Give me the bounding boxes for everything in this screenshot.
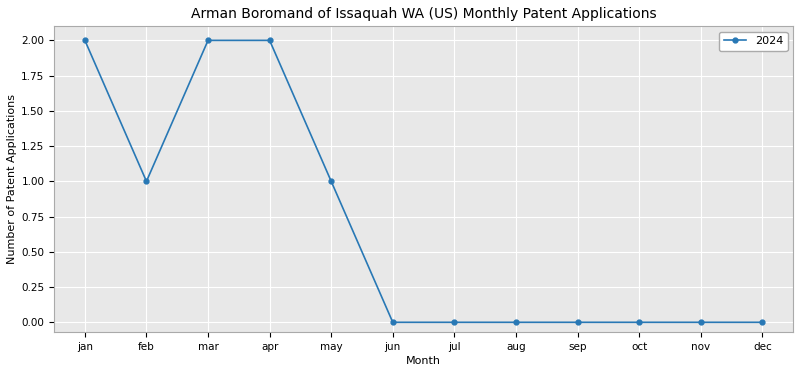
2024: [80, 38, 90, 43]
2024: [573, 320, 582, 325]
2024: [511, 320, 521, 325]
Y-axis label: Number of Patent Applications: Number of Patent Applications: [7, 94, 17, 264]
2024: [326, 179, 336, 184]
Legend: 2024: 2024: [719, 32, 787, 51]
2024: [388, 320, 398, 325]
Title: Arman Boromand of Issaquah WA (US) Monthly Patent Applications: Arman Boromand of Issaquah WA (US) Month…: [190, 7, 656, 21]
2024: [203, 38, 213, 43]
2024: [450, 320, 459, 325]
2024: [696, 320, 706, 325]
X-axis label: Month: Month: [406, 356, 441, 366]
2024: [634, 320, 644, 325]
2024: [142, 179, 151, 184]
2024: [758, 320, 767, 325]
2024: [265, 38, 274, 43]
Line: 2024: 2024: [82, 38, 765, 325]
